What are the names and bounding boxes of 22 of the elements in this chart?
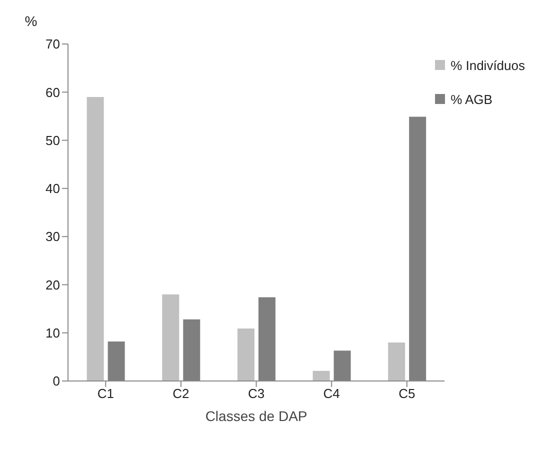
- bar: [312, 370, 330, 381]
- y-tick-label: 0: [52, 374, 60, 389]
- y-tick-label: 40: [46, 181, 60, 196]
- x-tick-label: C3: [248, 386, 265, 402]
- y-tick-label: 30: [46, 229, 60, 244]
- x-axis-title: Classes de DAP: [205, 408, 308, 424]
- x-tick-label: C5: [398, 386, 416, 402]
- x-tick-label: C1: [97, 386, 114, 402]
- x-tick-label: C2: [172, 386, 190, 402]
- legend-label: % AGB: [450, 92, 492, 106]
- bar: [162, 294, 180, 381]
- y-tick-label: 10: [46, 325, 60, 340]
- x-tick-label: C4: [323, 386, 340, 402]
- bar: [237, 328, 254, 381]
- y-axis-title: %: [24, 13, 38, 29]
- bar: [388, 342, 406, 381]
- y-tick-label: 20: [46, 277, 60, 292]
- y-tick-label: 60: [46, 84, 60, 100]
- y-tick-label: 70: [46, 36, 60, 52]
- bar: [86, 96, 104, 381]
- y-tick-label: 50: [46, 132, 60, 148]
- legend-label: % Indivíduos: [450, 58, 525, 72]
